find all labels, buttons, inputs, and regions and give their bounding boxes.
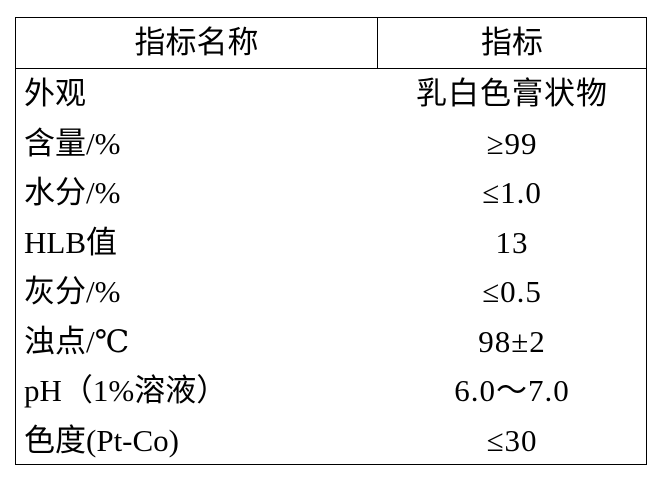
- table-cell: 含量/%: [24, 125, 121, 161]
- table-cell: ≥99: [486, 125, 538, 161]
- table-cell: ≤1.0: [482, 175, 542, 210]
- table: 指标名称 指标 外观 乳白色膏状物含量/% ≥99 水分/% ≤1.0 HLB值 13 灰分/…: [15, 17, 647, 465]
- table-row: HLB值 13: [16, 218, 646, 268]
- table-row: 灰分/% ≤0.5: [16, 267, 646, 317]
- table-row: 外观 乳白色膏状物: [16, 69, 646, 119]
- header-cell: 指标名称: [16, 18, 378, 68]
- table-cell: pH（1%溶液）: [24, 373, 228, 408]
- table-cell: 色度(Pt-Co): [24, 422, 179, 458]
- table-header: 指标名称 指标: [16, 18, 646, 69]
- header-cell: 指标: [481, 25, 543, 60]
- table-cell: 外观: [24, 76, 86, 111]
- table-cell: 98±2: [478, 323, 546, 359]
- table-cell: 浊点/℃: [24, 323, 130, 359]
- table-row: 含量/% ≥99: [16, 119, 646, 169]
- table-cell: ≤0.5: [482, 274, 542, 309]
- table-cell: 灰分/%: [24, 274, 121, 309]
- table-cell: 水分/%: [24, 175, 121, 210]
- table-cell: ≤30: [486, 422, 538, 458]
- table-cell: 6.0～7.0: [454, 373, 570, 408]
- table-cell: 13: [495, 224, 529, 260]
- table-row: 色度(Pt-Co) ≤30: [16, 416, 646, 466]
- table-cell: 乳白色膏状物: [416, 76, 608, 111]
- table-row: 水分/% ≤1.0: [16, 168, 646, 218]
- table-row: pH（1%溶液） 6.0～7.0: [16, 366, 646, 416]
- table-cell: HLB值: [24, 224, 117, 260]
- table-row: 浊点/℃ 98±2: [16, 317, 646, 367]
